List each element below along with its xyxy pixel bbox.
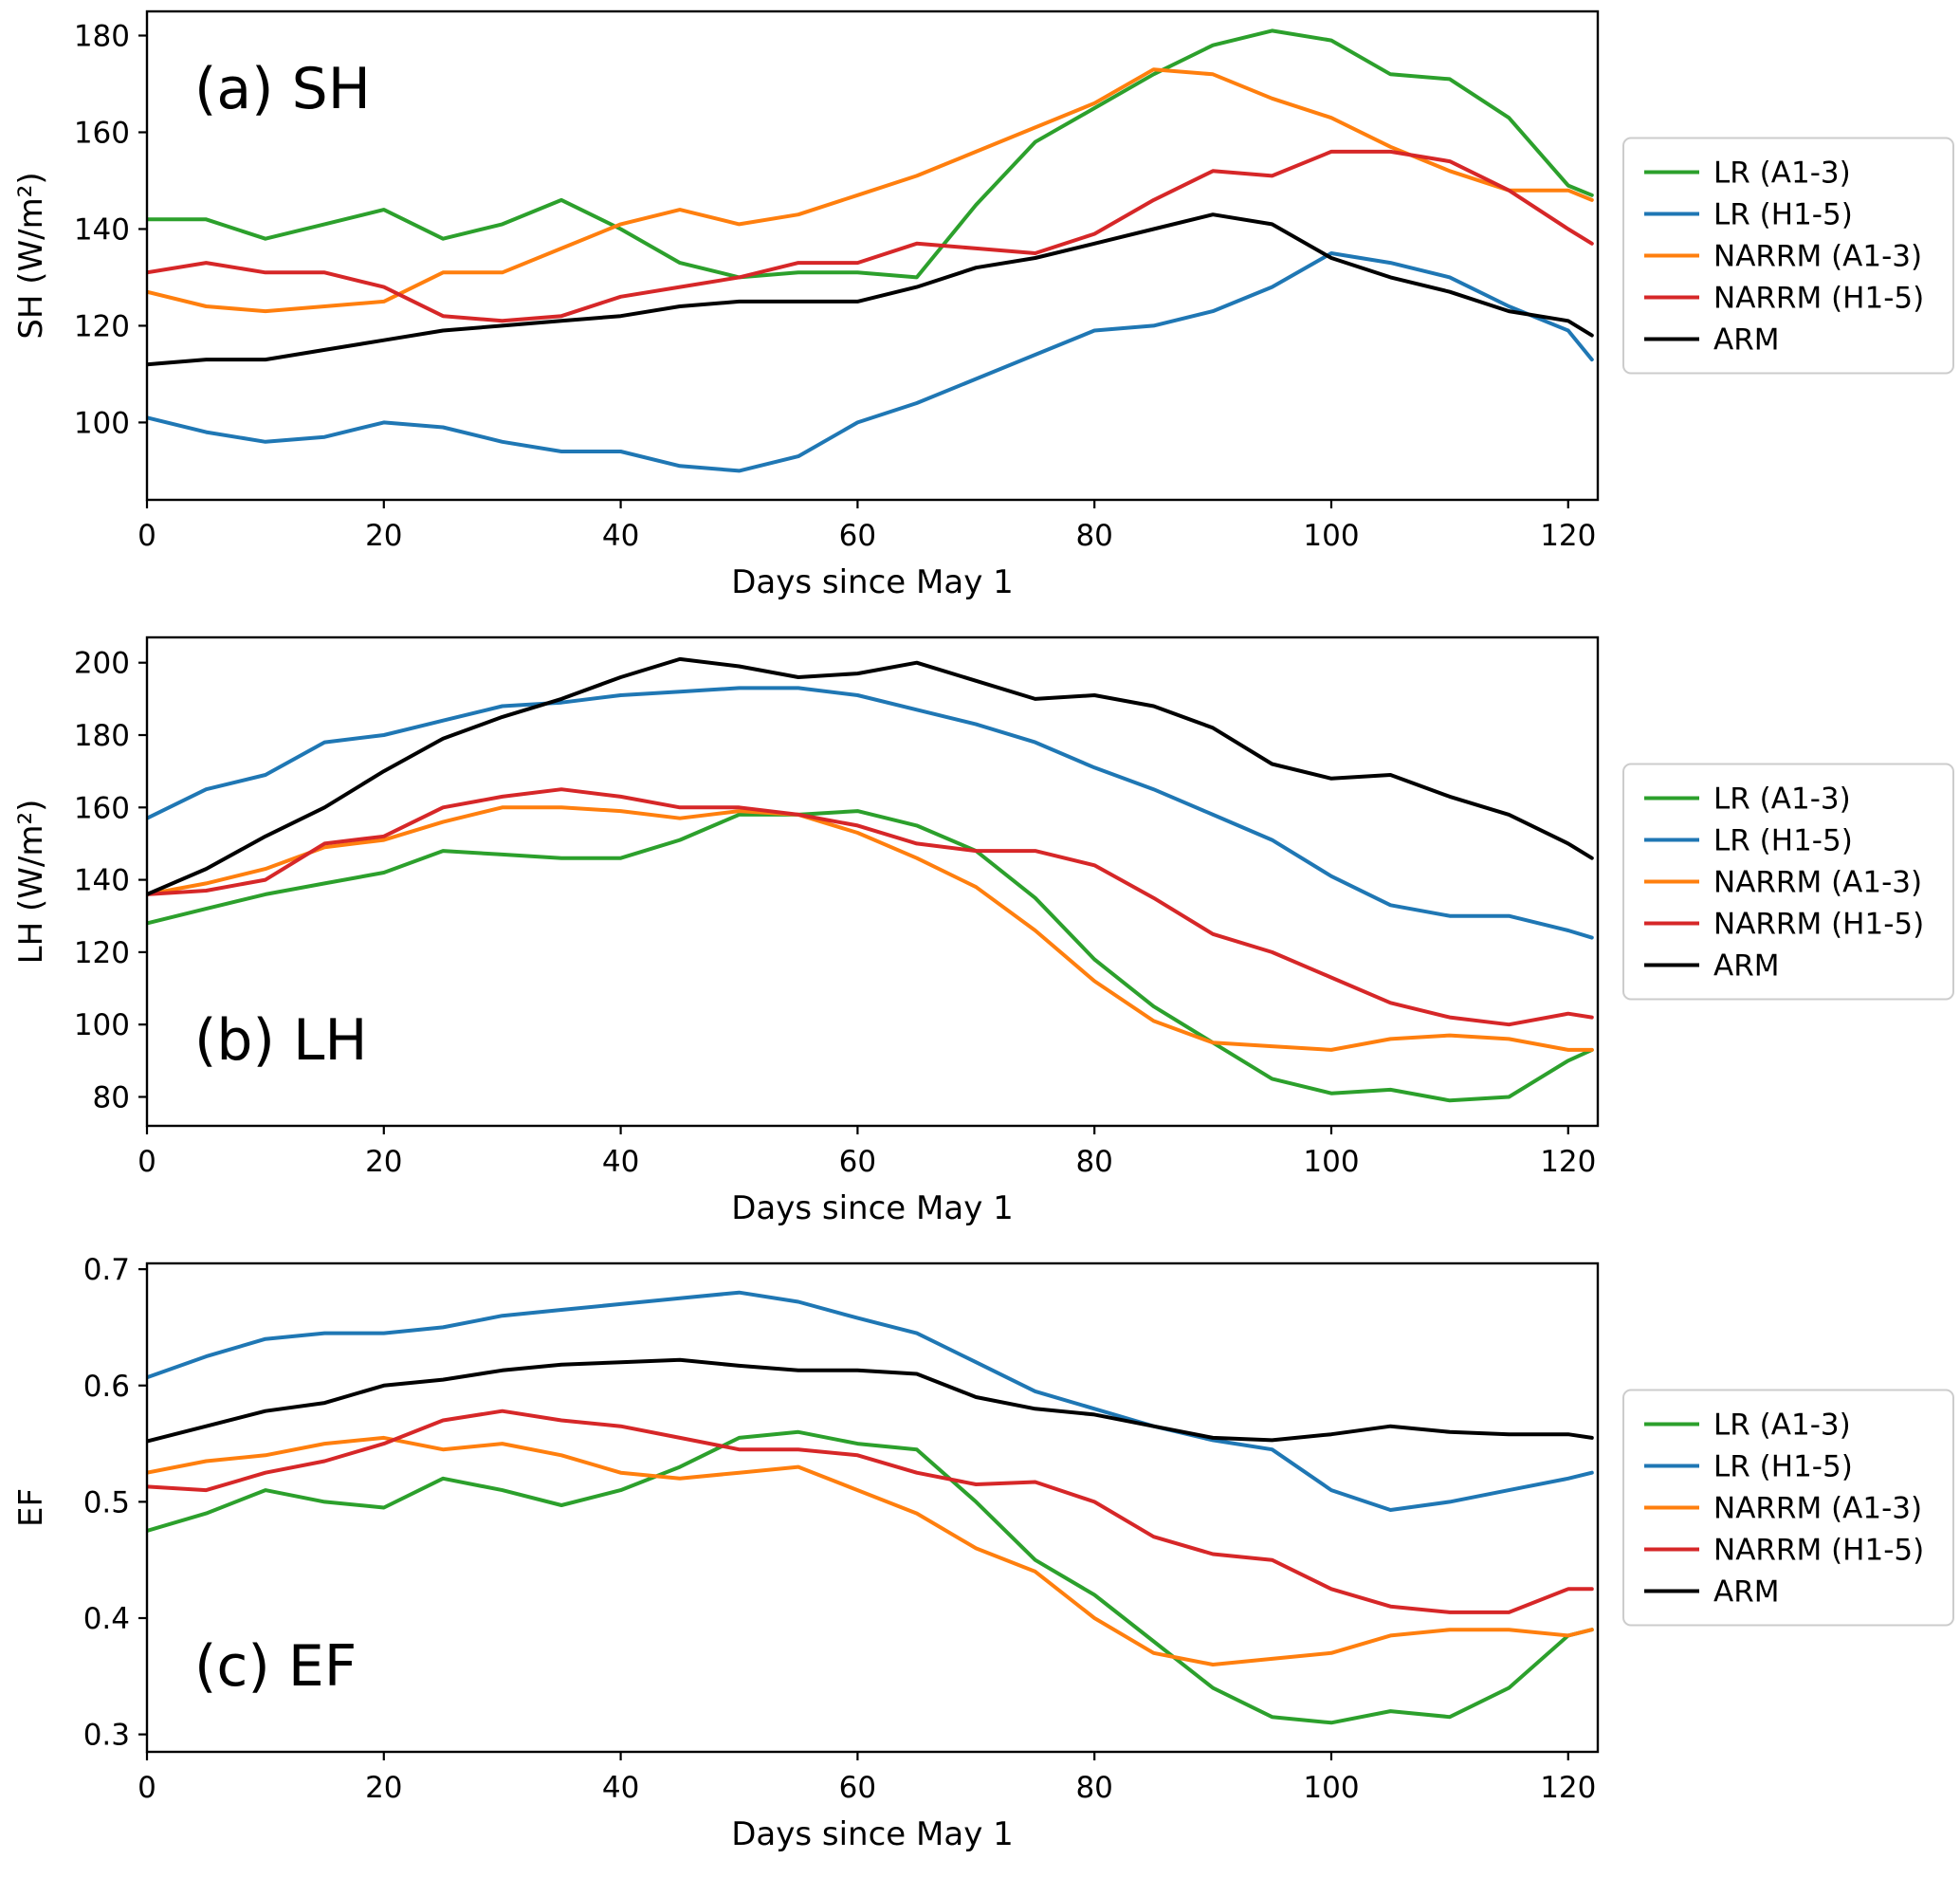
series-line-lr-a1-3 bbox=[147, 1429, 1594, 1725]
legend: LR (A1-3) LR (H1-5) NARRM (A1-3) NARRM (H1-… bbox=[1622, 137, 1954, 375]
x-tick-label: 60 bbox=[839, 1145, 876, 1179]
y-axis-label: LH (W/m²) bbox=[12, 800, 50, 965]
y-tick-label: 80 bbox=[93, 1080, 130, 1114]
x-tick-label: 100 bbox=[1303, 1145, 1359, 1179]
panel-a-sh: 0 20 40 60 80 100 120 100 120 140 160 180 Days since… bbox=[0, 0, 1960, 626]
x-tick-label: 0 bbox=[137, 519, 156, 553]
y-tick-label: 0.4 bbox=[83, 1602, 130, 1636]
y-tick-label: 160 bbox=[74, 116, 130, 150]
legend-label-narrm-a1-3: NARRM (A1-3) bbox=[1713, 240, 1922, 274]
x-tick-label: 120 bbox=[1540, 1145, 1596, 1179]
series-line-narrm-h1-5 bbox=[147, 787, 1594, 1027]
series-line-arm bbox=[147, 1357, 1594, 1444]
x-tick-label: 80 bbox=[1075, 519, 1112, 553]
panel-label: (a) SH bbox=[194, 56, 371, 122]
y-tick-label: 100 bbox=[74, 406, 130, 440]
panel-label: (b) LH bbox=[194, 1007, 368, 1074]
panel-label: (c) EF bbox=[194, 1633, 357, 1700]
legend-label-arm: ARM bbox=[1713, 1575, 1780, 1610]
y-tick-label: 0.7 bbox=[83, 1253, 130, 1287]
y-tick-label: 100 bbox=[74, 1008, 130, 1042]
legend-label-lr-h1-5: LR (H1-5) bbox=[1713, 1450, 1853, 1484]
legend-box bbox=[1622, 763, 1954, 1001]
legend-label-lr-a1-3: LR (A1-3) bbox=[1713, 156, 1851, 191]
series-line-narrm-a1-3 bbox=[147, 805, 1594, 1052]
x-tick-label: 0 bbox=[137, 1145, 156, 1179]
y-tick-label: 0.3 bbox=[83, 1719, 130, 1753]
series-line-lr-a1-3 bbox=[147, 809, 1594, 1103]
legend-label-lr-h1-5: LR (H1-5) bbox=[1713, 824, 1853, 858]
panel-c-ef: 0 20 40 60 80 100 120 0.3 0.4 0.5 0.6 0.7 Days since… bbox=[0, 1252, 1960, 1878]
legend-box bbox=[1622, 1389, 1954, 1627]
legend-label-narrm-a1-3: NARRM (A1-3) bbox=[1713, 1492, 1922, 1526]
panel-b-lh: 0 20 40 60 80 100 120 80 100 120 140 160 180 200 Days … bbox=[0, 626, 1960, 1252]
series-line-narrm-h1-5 bbox=[147, 149, 1594, 323]
series-line-lr-h1-5 bbox=[147, 686, 1594, 940]
y-tick-label: 200 bbox=[74, 647, 130, 681]
y-tick-label: 140 bbox=[74, 864, 130, 898]
x-tick-label: 20 bbox=[365, 1771, 402, 1805]
y-tick-label: 160 bbox=[74, 791, 130, 825]
x-tick-label: 100 bbox=[1303, 519, 1359, 553]
legend: LR (A1-3) LR (H1-5) NARRM (A1-3) NARRM (H1-… bbox=[1622, 1389, 1954, 1627]
plot-border bbox=[145, 9, 1600, 502]
legend-box bbox=[1622, 137, 1954, 375]
x-axis-label: Days since May 1 bbox=[731, 563, 1014, 601]
legend-label-narrm-h1-5: NARRM (H1-5) bbox=[1713, 1534, 1924, 1568]
x-tick-label: 20 bbox=[365, 1145, 402, 1179]
y-tick-label: 140 bbox=[74, 212, 130, 247]
legend-label-narrm-h1-5: NARRM (H1-5) bbox=[1713, 282, 1924, 316]
x-axis-label: Days since May 1 bbox=[731, 1189, 1014, 1227]
x-tick-label: 100 bbox=[1303, 1771, 1359, 1805]
series-line-lr-h1-5 bbox=[147, 1290, 1594, 1512]
x-tick-label: 40 bbox=[602, 1145, 639, 1179]
x-tick-label: 120 bbox=[1540, 519, 1596, 553]
legend-label-lr-h1-5: LR (H1-5) bbox=[1713, 198, 1853, 232]
x-tick-label: 40 bbox=[602, 519, 639, 553]
y-axis-label: EF bbox=[12, 1488, 50, 1527]
series-group bbox=[147, 1290, 1594, 1725]
legend-label-narrm-h1-5: NARRM (H1-5) bbox=[1713, 908, 1924, 942]
series-line-arm bbox=[147, 212, 1594, 367]
x-tick-label: 60 bbox=[839, 519, 876, 553]
chart-svg-c-ef: 0 20 40 60 80 100 120 0.3 0.4 0.5 0.6 0.7 Days since… bbox=[12, 1253, 1954, 1853]
y-tick-label: 0.6 bbox=[83, 1370, 130, 1404]
x-tick-label: 0 bbox=[137, 1771, 156, 1805]
legend-label-lr-a1-3: LR (A1-3) bbox=[1713, 782, 1851, 817]
legend-label-lr-a1-3: LR (A1-3) bbox=[1713, 1408, 1851, 1443]
x-tick-label: 40 bbox=[602, 1771, 639, 1805]
series-group bbox=[147, 28, 1594, 473]
y-tick-label: 120 bbox=[74, 936, 130, 970]
series-line-narrm-h1-5 bbox=[147, 1408, 1594, 1614]
series-line-lr-h1-5 bbox=[147, 251, 1594, 473]
legend: LR (A1-3) LR (H1-5) NARRM (A1-3) NARRM (H1-… bbox=[1622, 763, 1954, 1001]
x-tick-label: 80 bbox=[1075, 1771, 1112, 1805]
legend-label-arm: ARM bbox=[1713, 949, 1780, 984]
x-tick-label: 60 bbox=[839, 1771, 876, 1805]
legend-label-arm: ARM bbox=[1713, 323, 1780, 358]
legend-label-narrm-a1-3: NARRM (A1-3) bbox=[1713, 866, 1922, 900]
x-tick-label: 120 bbox=[1540, 1771, 1596, 1805]
series-line-arm bbox=[147, 656, 1594, 896]
chart-svg-a-sh: 0 20 40 60 80 100 120 100 120 140 160 180 Days since… bbox=[12, 9, 1954, 601]
x-axis-label: Days since May 1 bbox=[731, 1815, 1014, 1853]
y-axis-label: SH (W/m²) bbox=[12, 172, 50, 339]
series-group bbox=[147, 656, 1594, 1103]
chart-svg-b-lh: 0 20 40 60 80 100 120 80 100 120 140 160 180 200 Days … bbox=[12, 635, 1954, 1227]
y-tick-label: 180 bbox=[74, 19, 130, 53]
plot-area bbox=[147, 1263, 1598, 1752]
plot-border bbox=[145, 1261, 1600, 1754]
series-line-narrm-a1-3 bbox=[147, 67, 1594, 314]
y-tick-label: 0.5 bbox=[83, 1485, 130, 1519]
x-tick-label: 80 bbox=[1075, 1145, 1112, 1179]
plot-border bbox=[145, 635, 1600, 1128]
y-tick-label: 180 bbox=[74, 719, 130, 753]
y-tick-label: 120 bbox=[74, 309, 130, 343]
x-tick-label: 20 bbox=[365, 519, 402, 553]
series-line-lr-a1-3 bbox=[147, 28, 1594, 280]
